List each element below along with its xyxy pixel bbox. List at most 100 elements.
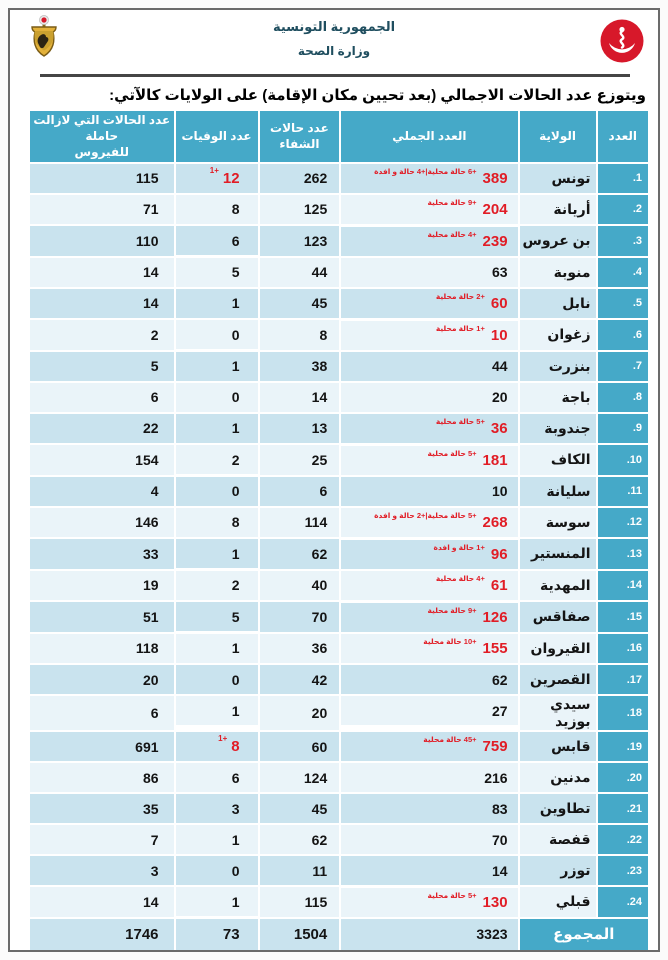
tunisia-coat-of-arms-icon: [31, 15, 57, 57]
table-row: .19 قابس 759 +45 حالة محلية 60 8 +1 691: [30, 732, 648, 762]
deaths-cell: 3: [175, 794, 258, 824]
table-row: .10 الكاف 181 +5 حالة محلية 25 2 154: [30, 445, 648, 475]
table-header-row: العدد الولاية العدد الجملي عدد حالات الش…: [30, 111, 648, 162]
recovered-cell: 14: [259, 382, 340, 412]
carriers-cell: 6: [30, 382, 174, 412]
row-index-cell: .18: [597, 696, 648, 731]
carriers-cell: 14: [30, 887, 174, 917]
total-cases-cell: 96 +1 حالة و افدة: [341, 539, 518, 569]
column-header-total: العدد الجملي: [341, 111, 518, 162]
deaths-cell: 6: [175, 763, 258, 793]
deaths-cell: 1: [175, 288, 258, 318]
recovered-cell: 62: [259, 825, 340, 855]
governorate-name-cell: منوبة: [519, 257, 596, 287]
total-cases-cell: 181 +5 حالة محلية: [341, 445, 518, 475]
total-recovered-sum: 1504: [259, 918, 340, 950]
total-cases-cell: 20: [341, 382, 518, 412]
recovered-cell: 62: [259, 539, 340, 569]
deaths-cell: 8: [175, 507, 258, 537]
total-cases-cell: 126 +9 حالة محلية: [341, 602, 518, 632]
total-cases-cell: 239 +4 حالة محلية: [341, 226, 518, 256]
recovered-cell: 40: [259, 570, 340, 601]
governorate-name-cell: بنزرت: [519, 351, 596, 381]
row-index-cell: .16: [597, 633, 648, 664]
column-header-wilaya: الولاية: [519, 111, 596, 162]
table-row: .18 سيدي بوزيد 27 20 1 6: [30, 696, 648, 731]
recovered-cell: 42: [259, 665, 340, 695]
total-cases-cell: 63: [341, 257, 518, 287]
deaths-cell: 12 +1: [175, 163, 258, 193]
governorate-name-cell: تطاوين: [519, 794, 596, 824]
carriers-cell: 5: [30, 351, 174, 381]
carriers-cell: 146: [30, 507, 174, 538]
row-index-cell: .8: [597, 382, 648, 412]
row-index-cell: .9: [597, 413, 648, 444]
row-index-cell: .10: [597, 445, 648, 475]
carriers-cell: 71: [30, 194, 174, 225]
governorate-name-cell: نابل: [519, 288, 596, 319]
letterhead: الجمهورية التونسية وزارة الصحة: [10, 10, 658, 72]
total-cases-cell: 27: [341, 696, 518, 726]
table-row: .7 بنزرت 44 38 1 5: [30, 351, 648, 381]
recovered-cell: 36: [259, 633, 340, 664]
row-index-cell: .21: [597, 794, 648, 824]
recovered-cell: 60: [259, 732, 340, 762]
carriers-cell: 22: [30, 413, 174, 444]
recovered-cell: 25: [259, 445, 340, 475]
document-title: ويتوزع عدد الحالات الاجمالي (بعد تحيين م…: [10, 77, 658, 104]
carriers-cell: 6: [30, 696, 174, 731]
total-cases-cell: 14: [341, 856, 518, 886]
deaths-cell: 2: [175, 570, 258, 600]
row-index-cell: .4: [597, 257, 648, 287]
deaths-cell: 5: [175, 602, 258, 632]
total-deaths-sum: 73: [175, 919, 258, 950]
governorate-name-cell: قابس: [519, 732, 596, 762]
governorate-name-cell: جندوبة: [519, 413, 596, 444]
row-index-cell: .3: [597, 226, 648, 256]
recovered-cell: 38: [259, 351, 340, 381]
row-index-cell: .5: [597, 288, 648, 319]
row-index-cell: .17: [597, 665, 648, 695]
row-index-cell: .14: [597, 570, 648, 601]
cases-by-governorate-table: العدد الولاية العدد الجملي عدد حالات الش…: [28, 109, 650, 950]
deaths-cell: 0: [175, 665, 258, 695]
recovered-cell: 115: [259, 887, 340, 917]
governorate-name-cell: القيروان: [519, 633, 596, 664]
deaths-cell: 1: [175, 351, 258, 381]
deaths-cell: 1: [175, 539, 258, 569]
title-bold: (بعد تحيين مكان الإقامة): [262, 87, 437, 104]
carriers-cell: 110: [30, 226, 174, 256]
total-cases-cell: 216: [341, 763, 518, 793]
carriers-cell: 7: [30, 825, 174, 855]
carriers-cell: 691: [30, 732, 174, 762]
table-row: .15 صفاقس 126 +9 حالة محلية 70 5 51: [30, 602, 648, 632]
governorate-name-cell: زغوان: [519, 320, 596, 350]
total-cases-cell: 204 +9 حالة محلية: [341, 195, 518, 225]
row-index-cell: .12: [597, 507, 648, 538]
row-index-cell: .22: [597, 825, 648, 855]
total-cases-cell: 61 +4 حالة محلية: [341, 571, 518, 601]
governorate-name-cell: القصرين: [519, 665, 596, 695]
governorate-name-cell: صفاقس: [519, 602, 596, 632]
column-header-carriers: عدد الحالات التي لازالت حاملة للفيروس: [30, 111, 174, 162]
recovered-cell: 8: [259, 320, 340, 350]
governorate-name-cell: بن عروس: [519, 226, 596, 256]
carriers-cell: 2: [30, 320, 174, 350]
governorate-name-cell: توزر: [519, 856, 596, 886]
recovered-cell: 6: [259, 476, 340, 506]
title-post: على الولايات كالآتي:: [109, 87, 263, 104]
governorate-name-cell: قفصة: [519, 825, 596, 855]
governorate-name-cell: المنستير: [519, 539, 596, 569]
table-row: .8 باجة 20 14 0 6: [30, 382, 648, 412]
total-cases-sum: 3323: [341, 918, 518, 950]
carriers-cell: 4: [30, 476, 174, 506]
carriers-cell: 14: [30, 257, 174, 287]
recovered-cell: 114: [259, 507, 340, 538]
table-row: .21 تطاوين 83 45 3 35: [30, 794, 648, 824]
total-cases-cell: 70: [341, 825, 518, 855]
column-header-index: العدد: [597, 111, 648, 162]
title-pre: ويتوزع عدد الحالات الاجمالي: [436, 87, 646, 104]
recovered-cell: 124: [259, 763, 340, 793]
table-row: .12 سوسة 268 +5 حالة محلية|+2 حالة و افدة…: [30, 507, 648, 538]
deaths-cell: 1: [175, 696, 258, 726]
